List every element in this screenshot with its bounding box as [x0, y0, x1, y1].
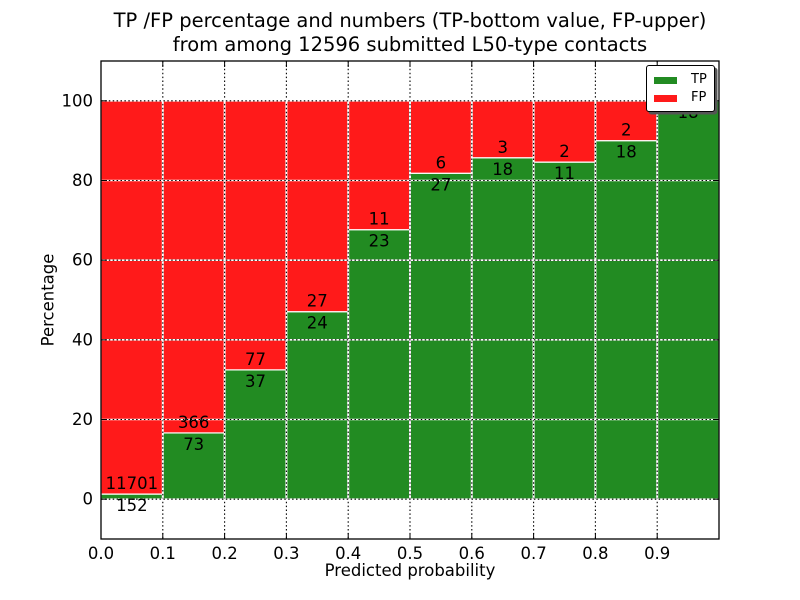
legend-row-fp: FP [654, 89, 707, 107]
fp-bar-segment [285, 100, 349, 313]
fp-bar-segment [162, 100, 226, 434]
fp-count-label: 366 [178, 413, 210, 432]
tp-bar-segment [471, 157, 535, 500]
tp-bar-segment [347, 229, 411, 500]
y-tick-label: 40 [72, 330, 93, 349]
y-tick-label: 60 [72, 251, 93, 270]
fp-count-label: 11 [369, 210, 390, 229]
tp-count-label: 18 [492, 160, 513, 179]
fp-bar-segment [224, 100, 288, 371]
tp-legend-label: TP [691, 72, 707, 87]
fp-legend-label: FP [691, 90, 707, 105]
tp-count-label: 18 [616, 143, 637, 162]
x-tick-label: 0.5 [397, 544, 423, 563]
fp-bar-segment [347, 100, 411, 231]
tp-count-label: 23 [369, 232, 390, 251]
y-tick-label: 80 [72, 171, 93, 190]
tp-count-label: 37 [245, 372, 266, 391]
legend: TP FP [646, 65, 715, 112]
y-tick-label: 0 [83, 490, 94, 509]
chart-title-line-1: TP /FP percentage and numbers (TP-bottom… [113, 9, 707, 32]
x-tick-label: 0.1 [150, 544, 176, 563]
tp-bar-segment [594, 140, 658, 500]
tp-bar-segment [409, 172, 473, 500]
plot-border [100, 60, 720, 540]
y-axis-label: Percentage [38, 253, 58, 347]
x-tick-label: 0.4 [335, 544, 361, 563]
tp-legend-swatch [654, 76, 677, 84]
tp-count-label: 73 [183, 435, 204, 454]
fp-count-label: 77 [245, 350, 266, 369]
fp-count-label: 2 [559, 142, 570, 161]
fp-count-label: 3 [497, 138, 508, 157]
fp-count-label: 11701 [106, 474, 159, 493]
tp-count-label: 11 [554, 164, 575, 183]
x-axis-label: Predicted probability [324, 561, 496, 580]
tp-count-label: 27 [430, 175, 451, 194]
fp-legend-swatch [654, 94, 677, 102]
x-tick-label: 0.9 [644, 544, 670, 563]
fp-bar-segment [409, 100, 473, 174]
x-tick-label: 0.6 [459, 544, 485, 563]
y-tick-label: 100 [62, 91, 94, 110]
chart-title-line-2: from among 12596 submitted L50-type cont… [172, 32, 648, 56]
y-tick-label: 20 [72, 410, 93, 429]
tp-count-label: 152 [116, 496, 148, 515]
tp-count-label: 24 [307, 314, 328, 333]
fp-count-label: 27 [307, 292, 328, 311]
grid-group [101, 61, 719, 539]
x-tick-label: 0.8 [582, 544, 608, 563]
legend-row-tp: TP [654, 71, 707, 89]
chart-title: TP /FP percentage and numbers (TP-bottom… [101, 9, 719, 56]
x-tick-label: 0.0 [88, 544, 114, 563]
tp-bar-segment [532, 161, 596, 500]
ticks-group [100, 61, 720, 539]
fp-count-label: 2 [621, 121, 632, 140]
bars-group [100, 100, 720, 500]
x-tick-label: 0.2 [211, 544, 237, 563]
fp-count-label: 6 [436, 153, 447, 172]
x-tick-label: 0.7 [520, 544, 546, 563]
x-tick-label: 0.3 [273, 544, 299, 563]
fp-bar-segment [100, 100, 164, 495]
tp-bar-segment [656, 100, 720, 500]
